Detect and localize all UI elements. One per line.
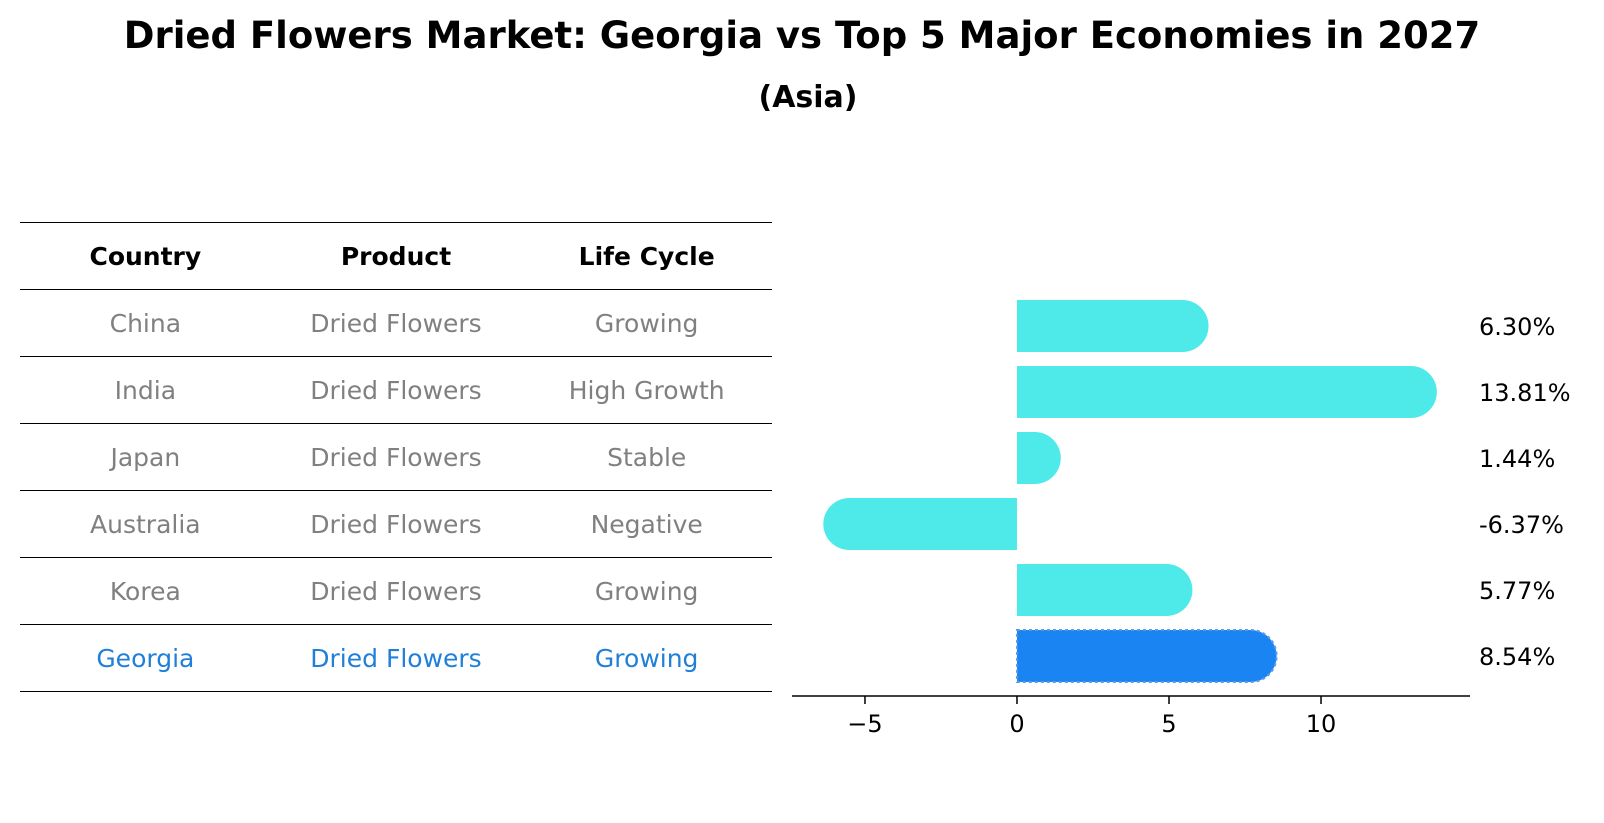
life-cycle-cell: Growing bbox=[594, 576, 699, 606]
table-row: India Dried Flowers High Growth bbox=[20, 357, 772, 424]
bar-japan bbox=[1016, 432, 1061, 484]
country-table: Country Product Life Cycle China Dried F… bbox=[20, 222, 772, 692]
country-cell: Japan bbox=[110, 442, 181, 472]
x-tick-label: 0 bbox=[1009, 710, 1024, 738]
product-cell: Dried Flowers bbox=[310, 442, 482, 472]
product-cell: Dried Flowers bbox=[310, 375, 482, 405]
table-row: China Dried Flowers Growing bbox=[20, 290, 772, 357]
value-label: 8.54% bbox=[1479, 643, 1555, 671]
chart-subtitle: (Asia) bbox=[758, 80, 858, 115]
bar-georgia bbox=[1015, 629, 1278, 683]
table-row-highlighted: Georgia Dried Flowers Growing bbox=[20, 625, 772, 692]
life-cycle-cell: Stable bbox=[607, 442, 687, 472]
country-cell: China bbox=[109, 308, 182, 338]
value-label: 13.81% bbox=[1479, 379, 1571, 407]
table-row: Australia Dried Flowers Negative bbox=[20, 491, 772, 558]
product-cell: Dried Flowers bbox=[310, 308, 482, 338]
country-cell: Georgia bbox=[96, 643, 195, 673]
table-row: Japan Dried Flowers Stable bbox=[20, 424, 772, 491]
value-label: -6.37% bbox=[1479, 511, 1564, 539]
bar-korea bbox=[1016, 564, 1193, 616]
column-header-product: Product bbox=[340, 241, 452, 271]
product-cell: Dried Flowers bbox=[310, 576, 482, 606]
country-cell: Korea bbox=[109, 576, 181, 606]
column-header-country: Country bbox=[89, 241, 202, 271]
value-label: 6.30% bbox=[1479, 313, 1555, 341]
table-header-row: Country Product Life Cycle bbox=[20, 222, 772, 290]
bar-india bbox=[1016, 366, 1437, 418]
column-header-life-cycle: Life Cycle bbox=[578, 241, 715, 271]
value-label: 1.44% bbox=[1479, 445, 1555, 473]
x-tick-label: 10 bbox=[1306, 710, 1337, 738]
x-tick-label: 5 bbox=[1161, 710, 1176, 738]
life-cycle-cell: Growing bbox=[594, 308, 699, 338]
life-cycle-cell: High Growth bbox=[568, 375, 725, 405]
x-tick-label: −5 bbox=[847, 710, 882, 738]
bar-china bbox=[1016, 300, 1209, 352]
bar-australia bbox=[823, 498, 1017, 550]
value-label: 5.77% bbox=[1479, 577, 1555, 605]
chart-title: Dried Flowers Market: Georgia vs Top 5 M… bbox=[123, 14, 1481, 57]
table-row: Korea Dried Flowers Growing bbox=[20, 558, 772, 625]
life-cycle-cell: Negative bbox=[590, 509, 703, 539]
country-cell: India bbox=[114, 375, 177, 405]
product-cell: Dried Flowers bbox=[310, 643, 482, 673]
life-cycle-cell: Growing bbox=[594, 643, 699, 673]
product-cell: Dried Flowers bbox=[310, 509, 482, 539]
country-cell: Australia bbox=[90, 509, 201, 539]
